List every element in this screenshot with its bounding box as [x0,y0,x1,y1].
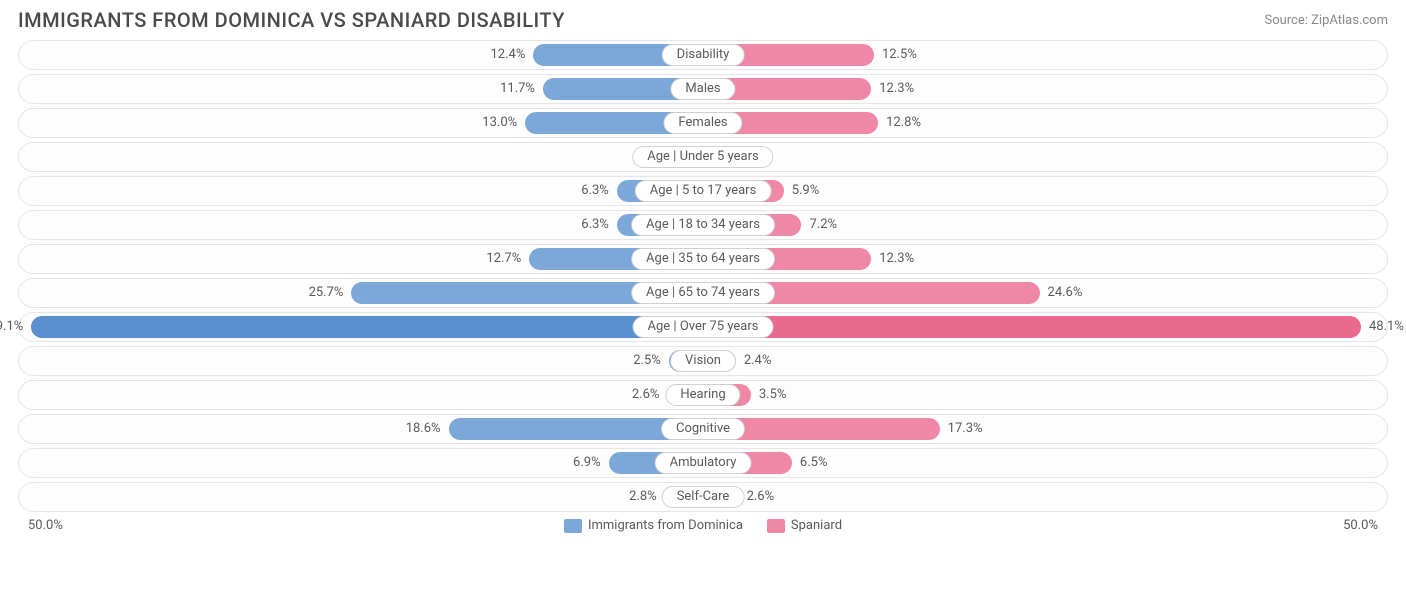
category-label: Cognitive [661,418,745,440]
value-label-right: 17.3% [948,415,983,445]
chart-row: 6.3% 7.2% Age | 18 to 34 years [18,210,1388,240]
category-label: Age | Over 75 years [633,316,774,338]
chart-area: 12.4% 12.5% Disability 11.7% 12.3% Males 13.0%… [0,36,1406,512]
chart-row: 1.4%1.4%Age | Under 5 years [18,142,1388,172]
chart-row: 6.9% 6.5% Ambulatory [18,448,1388,478]
legend-item-right: Spaniard [767,518,842,533]
chart-row: 11.7% 12.3% Males [18,74,1388,104]
chart-row: 2.8% 2.6%Self-Care [18,482,1388,512]
category-label: Self-Care [662,486,745,508]
value-label-left: 6.3% [581,177,609,207]
chart-row: 12.7% 12.3% Age | 35 to 64 years [18,244,1388,274]
value-label-left: 2.6% [632,381,660,411]
value-label-left: 12.7% [486,245,521,275]
value-label-left: 2.5% [633,347,661,377]
chart-row: 2.5% 2.4% Vision [18,346,1388,376]
category-label: Males [670,78,735,100]
chart-row: 49.1%48.1%Age | Over 75 years [18,312,1388,342]
chart-row: 25.7% 24.6% Age | 65 to 74 years [18,278,1388,308]
value-label-left: 18.6% [406,415,441,445]
category-label: Vision [670,350,736,372]
category-label: Age | 35 to 64 years [631,248,775,270]
axis-max-right: 50.0% [1343,518,1378,533]
legend-swatch-right [767,519,785,533]
value-label-right: 6.5% [800,449,828,479]
legend-swatch-left [564,519,582,533]
category-label: Age | 5 to 17 years [635,180,772,202]
chart-title: IMMIGRANTS FROM DOMINICA VS SPANIARD DIS… [18,8,565,32]
chart-source: Source: ZipAtlas.com [1264,13,1388,28]
value-label-left: 6.3% [581,211,609,241]
category-label: Ambulatory [655,452,752,474]
legend-item-left: Immigrants from Dominica [564,518,743,533]
bar-left [31,316,703,338]
value-label-right: 7.2% [809,211,837,241]
value-label-right: 12.8% [886,109,921,139]
value-label-left: 25.7% [309,279,344,309]
value-label-right: 12.5% [882,41,917,71]
chart-row: 2.6% 3.5% Hearing [18,380,1388,410]
chart-footer: 50.0% Immigrants from Dominica Spaniard … [0,516,1406,533]
value-label-right: 3.5% [759,381,787,411]
value-label-right: 24.6% [1048,279,1083,309]
value-label-right: 5.9% [792,177,820,207]
value-label-left: 2.8% [629,483,657,513]
category-label: Age | 18 to 34 years [631,214,775,236]
value-label-left: 12.4% [491,41,526,71]
category-label: Hearing [665,384,740,406]
chart-row: 12.4% 12.5% Disability [18,40,1388,70]
chart-header: IMMIGRANTS FROM DOMINICA VS SPANIARD DIS… [0,0,1406,36]
value-label-right: 12.3% [879,75,914,105]
legend-label-left: Immigrants from Dominica [588,518,743,533]
value-label-left: 6.9% [573,449,601,479]
value-label-right: 48.1% [1369,313,1404,343]
chart-row: 18.6% 17.3% Cognitive [18,414,1388,444]
category-label: Age | Under 5 years [632,146,773,168]
category-label: Disability [662,44,745,66]
value-label-right: 2.6% [747,483,775,513]
legend: Immigrants from Dominica Spaniard [63,518,1343,533]
category-label: Females [663,112,742,134]
category-label: Age | 65 to 74 years [631,282,775,304]
legend-label-right: Spaniard [791,518,842,533]
value-label-right: 12.3% [879,245,914,275]
chart-row: 13.0% 12.8% Females [18,108,1388,138]
value-label-left: 11.7% [500,75,535,105]
chart-row: 6.3% 5.9% Age | 5 to 17 years [18,176,1388,206]
bar-right [703,316,1361,338]
value-label-left: 49.1% [0,313,23,343]
axis-max-left: 50.0% [28,518,63,533]
value-label-left: 13.0% [482,109,517,139]
value-label-right: 2.4% [744,347,772,377]
